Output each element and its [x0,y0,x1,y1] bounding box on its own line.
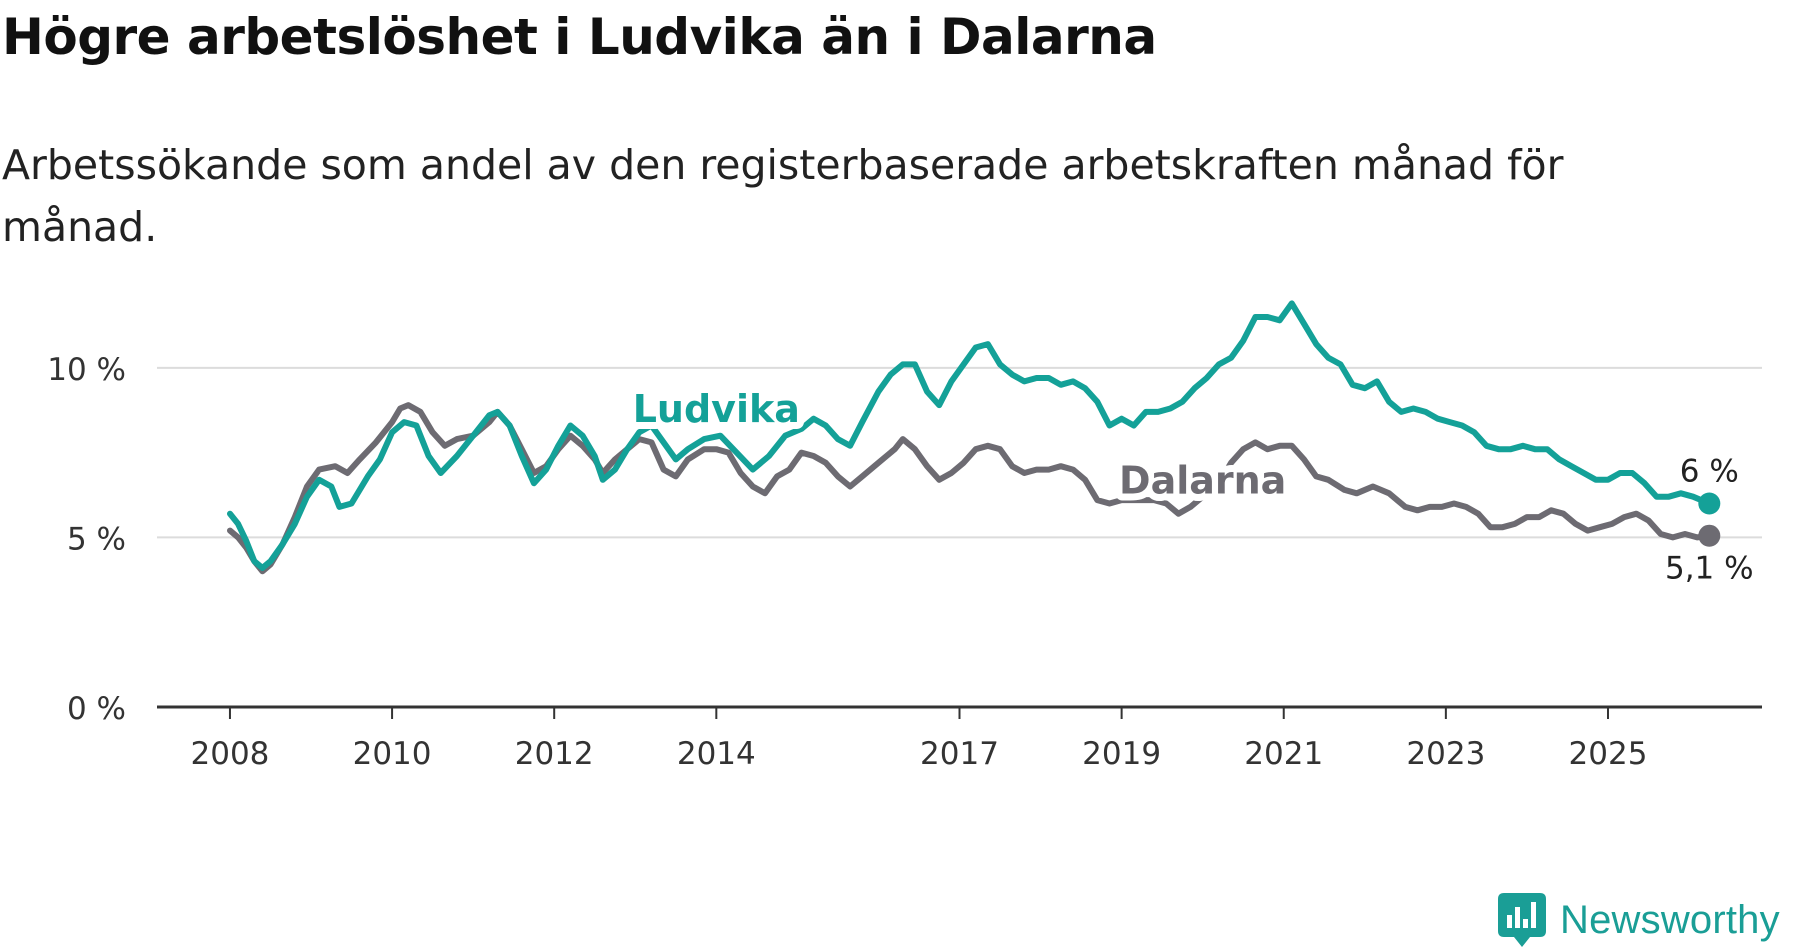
y-tick-label: 10 % [47,352,126,388]
series-line-ludvika [227,300,1713,571]
y-tick-label: 0 % [67,691,126,727]
chart-subtitle: Arbetssökande som andel av den registerb… [2,141,1564,251]
x-tick-label: 2012 [515,736,594,772]
axes: 0 % 5 % 10 % 2008 2010 2012 2014 2017 2019 2021 20… [47,352,1762,772]
chart-title: Högre arbetslöshet i Ludvika än i Dalarn… [2,8,1157,66]
x-tick-label: 2019 [1082,736,1161,772]
series-label-ludvika: Ludvika [633,387,800,431]
end-value-label-dalarna: 5,1 % [1665,551,1754,587]
x-tick-label: 2010 [353,736,432,772]
series-label-halo-dalarna: Dalarna [1119,458,1286,502]
series-line-dalarna [227,402,1713,575]
newsworthy-logo[interactable]: Newsworthy [1498,890,1780,950]
newsworthy-chart-icon [1498,893,1546,947]
y-tick-label: 5 % [67,521,126,557]
x-tick-label: 2021 [1244,736,1323,772]
x-tick-label: 2014 [677,736,756,772]
end-point-dalarna [1698,524,1721,547]
x-tick-label: 2023 [1406,736,1485,772]
series-label-halo-ludvika: Ludvika [633,387,800,431]
gridlines [157,366,1762,539]
end-point-ludvika [1698,492,1721,515]
x-tick-label: 2025 [1569,736,1648,772]
end-value-label-ludvika: 6 % [1680,454,1739,490]
x-tick-label: 2017 [920,736,999,772]
brand-name: Newsworthy [1560,897,1780,942]
x-tick-label: 2008 [191,736,270,772]
series-label-dalarna: Dalarna [1119,458,1286,502]
